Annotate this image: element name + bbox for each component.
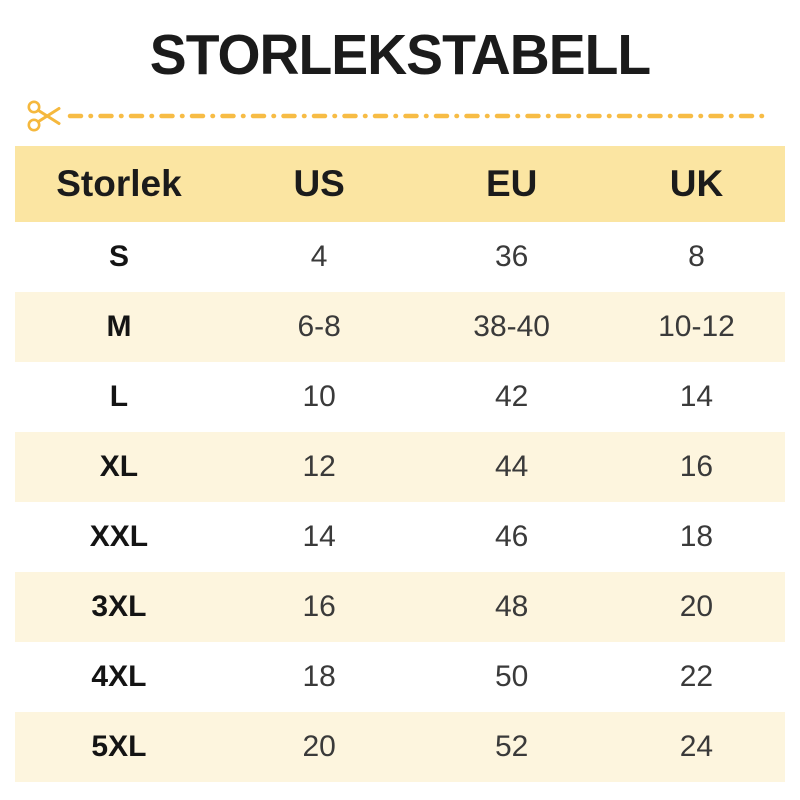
us-value: 6-8	[297, 310, 341, 343]
table-row: 4XL 18 50 22	[15, 642, 785, 712]
eu-value: 42	[494, 380, 529, 413]
size-label: 3XL	[91, 590, 147, 623]
us-value: 16	[302, 590, 336, 623]
column-header-us: US	[222, 146, 416, 222]
size-label: 5XL	[91, 730, 147, 763]
uk-value: 8	[688, 240, 705, 273]
uk-value: 24	[679, 730, 714, 763]
size-label: L	[109, 380, 129, 413]
eu-value: 50	[494, 660, 529, 693]
scissors-icon	[26, 96, 64, 136]
column-header-storlek: Storlek	[15, 146, 223, 222]
eu-value: 52	[494, 730, 529, 763]
column-header-uk: UK	[607, 146, 785, 222]
us-value: 14	[302, 520, 336, 553]
table-row: 3XL 16 48 20	[15, 572, 785, 642]
uk-value: 18	[679, 520, 714, 553]
table-row: XXL 14 46 18	[15, 502, 785, 572]
us-value: 20	[302, 730, 336, 763]
table-row: L 10 42 14	[15, 362, 785, 432]
cut-line	[26, 96, 772, 136]
us-value: 18	[302, 660, 336, 693]
us-value: 10	[302, 380, 336, 413]
uk-value: 14	[679, 380, 714, 413]
header-row: Storlek US EU UK	[15, 146, 785, 222]
size-conversion-table: Storlek US EU UK S 4 36 8 M 6-8 38-40 10…	[15, 146, 785, 782]
column-header-eu: EU	[415, 146, 608, 222]
table-row: M 6-8 38-40 10-12	[15, 292, 785, 362]
table-header: Storlek US EU UK	[15, 146, 785, 222]
table-row: 5XL 20 52 24	[15, 712, 785, 782]
page-title: STORLEKSTABELL	[149, 23, 651, 87]
size-label: 4XL	[91, 660, 147, 693]
eu-value: 46	[494, 520, 529, 553]
size-label: XXL	[89, 520, 149, 553]
us-value: 12	[302, 450, 336, 483]
table-row: S 4 36 8	[15, 222, 785, 292]
us-value: 4	[310, 240, 328, 273]
eu-value: 44	[494, 450, 529, 483]
table-row: XL 12 44 16	[15, 432, 785, 502]
uk-value: 16	[679, 450, 714, 483]
dashed-cut-line	[66, 109, 772, 123]
uk-value: 10-12	[658, 310, 735, 343]
size-label: M	[106, 310, 132, 343]
uk-value: 20	[679, 590, 714, 623]
uk-value: 22	[679, 660, 714, 693]
eu-value: 38-40	[473, 310, 550, 343]
eu-value: 48	[494, 590, 529, 623]
size-label: XL	[99, 450, 139, 483]
table-body: S 4 36 8 M 6-8 38-40 10-12 L 10 42 14 XL…	[15, 222, 785, 782]
eu-value: 36	[494, 240, 529, 273]
size-label: S	[108, 240, 129, 273]
